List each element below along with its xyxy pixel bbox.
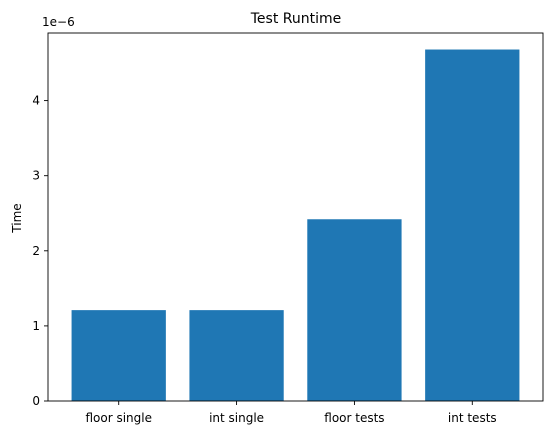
chart-title: Test Runtime [250, 11, 342, 27]
x-tick-label: floor single [85, 411, 152, 425]
x-tick-label: int tests [448, 411, 497, 425]
bar-floor-tests [307, 219, 402, 401]
y-tick-label: 3 [32, 169, 40, 183]
y-axis-offset-label: 1e−6 [42, 15, 75, 29]
y-tick-label: 2 [32, 244, 40, 258]
x-tick-label: int single [209, 411, 264, 425]
bar-floor-single [71, 310, 166, 401]
y-tick-label: 0 [32, 394, 40, 408]
x-axis-ticks: floor single int single floor tests int tes… [85, 401, 497, 425]
y-axis-label: Time [10, 203, 24, 233]
bars-layer [71, 49, 520, 401]
plot-frame [47, 32, 544, 402]
x-tick-label: floor tests [324, 411, 384, 425]
y-axis-ticks: 0 1 2 3 4 [32, 94, 48, 408]
y-tick-label: 4 [32, 94, 40, 108]
bar-int-tests [425, 49, 520, 401]
y-tick-label: 1 [32, 319, 40, 333]
bar-int-single [189, 310, 284, 401]
